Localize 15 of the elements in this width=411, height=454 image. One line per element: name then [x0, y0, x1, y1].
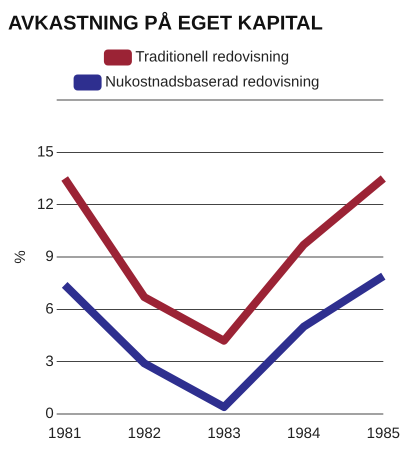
x-tick-label: 1981	[48, 425, 82, 442]
legend-label: Nukostnadsbaserad redovisning	[105, 74, 320, 91]
x-tick-label: 1982	[128, 425, 162, 442]
chart-title: AVKASTNING PÅ EGET KAPITAL	[8, 12, 323, 35]
y-tick-label: 9	[45, 248, 54, 266]
x-tick-label: 1985	[366, 425, 400, 442]
y-tick-label: 6	[45, 300, 54, 318]
x-tick-label: 1983	[207, 425, 241, 442]
y-tick-label: 3	[45, 352, 54, 370]
y-tick-label: 12	[36, 196, 54, 213]
y-tick-label: 0	[45, 405, 54, 422]
y-axis-title: %	[12, 250, 30, 264]
legend-label: Traditionell redovisning	[135, 48, 290, 66]
x-tick-label: 1984	[286, 425, 320, 442]
y-tick-label: 15	[36, 143, 54, 160]
